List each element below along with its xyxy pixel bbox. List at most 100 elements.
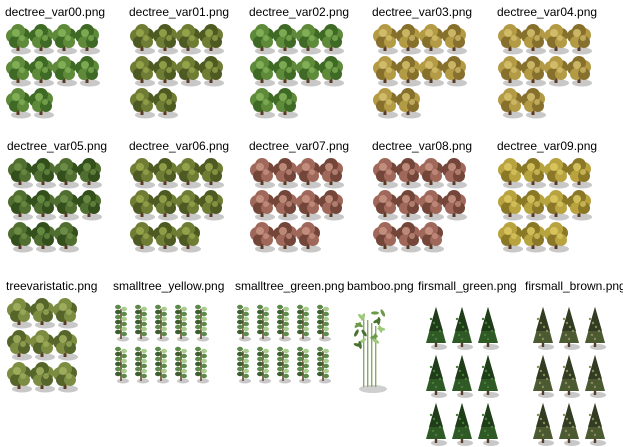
tree-sprite [155,304,169,342]
sheet-label: dectree_var02.png [249,5,350,19]
tree-sprite [153,158,178,189]
tree-sprite [176,158,201,189]
tree-sprite [153,222,178,253]
sprite-sheet-image [250,158,344,253]
tree-sprite [6,24,31,55]
tree-sprite [53,362,78,393]
tree-sprite [353,309,387,393]
tree-sprite [567,158,592,189]
tree-sprite [373,222,398,253]
tree-sprite [176,56,201,87]
sprite-sheet-image [8,158,102,253]
tree-sprite [478,355,499,398]
tree-sprite [176,222,201,253]
tree-sprite [533,403,554,446]
tree-sprite [319,24,344,55]
tree-sprite [297,346,311,384]
sprite-sheet-image [373,24,467,119]
tree-sprite [250,88,275,119]
tree-sprite [319,56,344,87]
tree-sprite [544,158,569,189]
tree-sprite [442,190,467,221]
tree-sprite [319,158,344,189]
sprite-sheet-image [6,24,100,119]
tree-sprite [195,304,209,342]
sprite-sheet-image [7,298,78,393]
tree-sprite [419,158,444,189]
tree-sprite [521,158,546,189]
tree-sprite [175,304,189,342]
tree-sprite [52,24,77,55]
sprite-sheet-image [498,158,592,253]
tree-sprite [521,24,546,55]
sprite-sheet-image [426,307,499,446]
tree-sprite [130,24,155,55]
tree-sprite [75,56,100,87]
tree-sprite [296,190,321,221]
sheet-label: dectree_var03.png [372,5,473,19]
tree-sprite [75,24,100,55]
tree-sprite [426,355,447,398]
tree-sprite [199,56,224,87]
tree-sprite [544,190,569,221]
tree-sprite [54,158,79,189]
sprite-sheet-image [498,24,592,119]
tree-sprite [442,24,467,55]
tree-sprite [7,330,32,361]
tree-sprite [452,307,473,350]
tree-sprite [130,190,155,221]
tree-sprite [250,24,275,55]
tree-sprite [273,24,298,55]
tree-sprite [277,346,291,384]
tree-sprite [135,304,149,342]
tree-sprite [250,158,275,189]
tree-sprite [257,304,271,342]
tree-sprite [567,190,592,221]
tree-sprite [533,355,554,398]
tree-sprite [442,158,467,189]
tree-sprite [8,158,33,189]
sprite-sheet-image [250,24,344,119]
tree-sprite [498,158,523,189]
tree-sprite [29,88,54,119]
tree-sprite [31,222,56,253]
tree-sprite [31,190,56,221]
sheet-label: dectree_var09.png [497,139,598,153]
tree-sprite [273,158,298,189]
sheet-label: dectree_var05.png [7,139,108,153]
tree-sprite [521,222,546,253]
tree-sprite [419,222,444,253]
tree-sprite [373,158,398,189]
tree-sprite [317,346,331,384]
tree-sprite [559,307,580,350]
tree-sprite [419,190,444,221]
tree-sprite [419,56,444,87]
tree-sprite [130,56,155,87]
tree-sprite [130,158,155,189]
sheet-label: dectree_var04.png [497,5,598,19]
tree-sprite [498,190,523,221]
sheet-label: dectree_var01.png [129,5,230,19]
tree-sprite [273,88,298,119]
tree-sprite [498,88,523,119]
tree-sprite [153,56,178,87]
sheet-label: dectree_var00.png [5,5,106,19]
tree-sprite [396,222,421,253]
sprite-sheet-image [237,304,331,384]
tree-sprite [396,56,421,87]
tree-sprite [277,304,291,342]
tree-sprite [273,222,298,253]
tree-sprite [273,56,298,87]
tree-sprite [396,24,421,55]
tree-sprite [544,222,569,253]
tree-sprite [250,190,275,221]
sheet-label: dectree_var07.png [249,139,350,153]
tree-sprite [296,158,321,189]
sheet-label: firsmall_brown.png [525,279,623,293]
tree-sprite [396,190,421,221]
tree-sprite [585,355,606,398]
tree-sprite [7,298,32,329]
tree-sprite [199,190,224,221]
tree-sprite [53,298,78,329]
tree-sprite [237,346,251,384]
